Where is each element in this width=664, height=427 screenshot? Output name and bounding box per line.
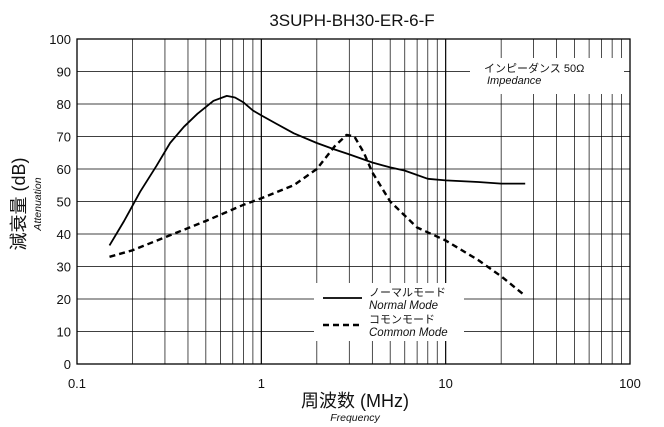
x-tick-label: 1: [258, 376, 265, 391]
impedance-label: インピーダンス 50Ω: [484, 61, 584, 75]
legend-label-common-en: Common Mode: [369, 327, 448, 339]
legend-box: [314, 283, 464, 341]
x-tick-label: 0.1: [68, 376, 86, 391]
y-tick-labels: 0 10 20 30 40 50 60 70 80 90 100: [49, 32, 71, 372]
legend-label-normal-en: Normal Mode: [369, 300, 438, 312]
y-tick-label: 30: [57, 260, 71, 275]
y-tick-label: 10: [57, 325, 71, 340]
y-tick-label: 50: [57, 195, 71, 210]
x-tick-label: 10: [438, 376, 452, 391]
series-line-normal-mode: [108, 95, 526, 246]
series-lines: [108, 95, 526, 297]
x-tick-label: 100: [619, 376, 641, 391]
legend-label-normal: ノーマルモード: [369, 287, 446, 299]
y-tick-label: 80: [57, 97, 71, 112]
impedance-label-en: Impedance: [487, 75, 541, 87]
impedance-annotation-box: [470, 58, 624, 94]
plot-area-frame: [76, 38, 631, 365]
y-axis-label-en: Attenuation: [32, 177, 44, 231]
y-tick-label: 60: [57, 162, 71, 177]
x-axis-label-en: Frequency: [330, 412, 380, 424]
y-tick-label: 70: [57, 130, 71, 145]
x-tick-labels: 0.1 1 10 100: [68, 376, 641, 391]
chart-title: 3SUPH-BH30-ER-6-F: [269, 11, 434, 30]
y-tick-label: 90: [57, 65, 71, 80]
legend: ノーマルモード Normal Mode コモンモード Common Mode: [314, 283, 464, 341]
x-axis-label: 周波数 (MHz): [301, 391, 409, 411]
series-line-common-mode: [109, 133, 526, 297]
y-tick-label: 100: [49, 32, 71, 47]
y-tick-label: 20: [57, 292, 71, 307]
y-axis-label: 減衰量 (dB): [9, 157, 29, 250]
y-tick-label: 40: [57, 227, 71, 242]
y-tick-label: 0: [64, 357, 71, 372]
impedance-annotation: インピーダンス 50Ω Impedance: [470, 58, 624, 94]
legend-label-common: コモンモード: [369, 314, 435, 326]
